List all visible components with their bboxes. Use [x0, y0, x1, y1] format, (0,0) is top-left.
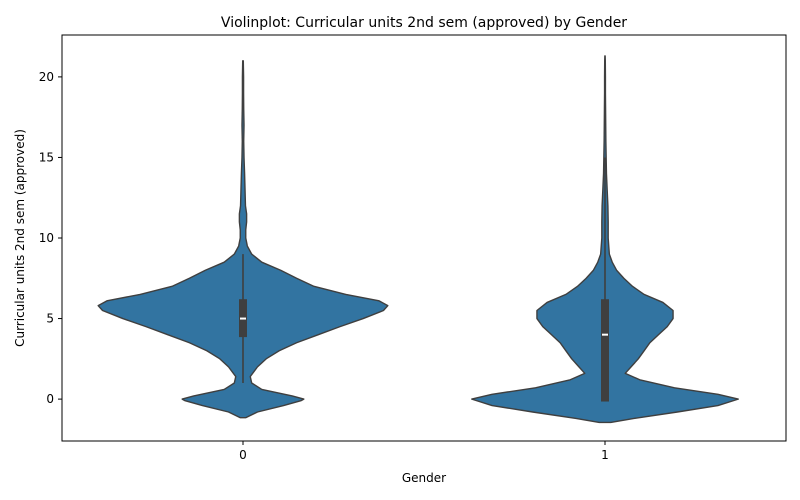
chart-title: Violinplot: Curricular units 2nd sem (ap…	[221, 15, 627, 31]
x-axis-label: Gender	[402, 471, 446, 485]
y-tick-label: 0	[46, 392, 54, 406]
plot-area	[97, 55, 739, 424]
plot-frame	[61, 34, 787, 442]
y-axis: 0 5 10 15 20	[39, 70, 62, 406]
y-axis-label: Curricular units 2nd sem (approved)	[13, 129, 27, 347]
violin-body-0	[97, 60, 389, 419]
x-tick-label: 0	[239, 448, 247, 462]
x-tick-label: 1	[601, 448, 609, 462]
violin-iqr-box-1	[601, 299, 609, 402]
y-tick-label: 5	[46, 312, 54, 326]
y-tick-label: 20	[39, 70, 54, 84]
y-tick-label: 10	[39, 231, 54, 245]
y-tick-label: 15	[39, 150, 54, 164]
